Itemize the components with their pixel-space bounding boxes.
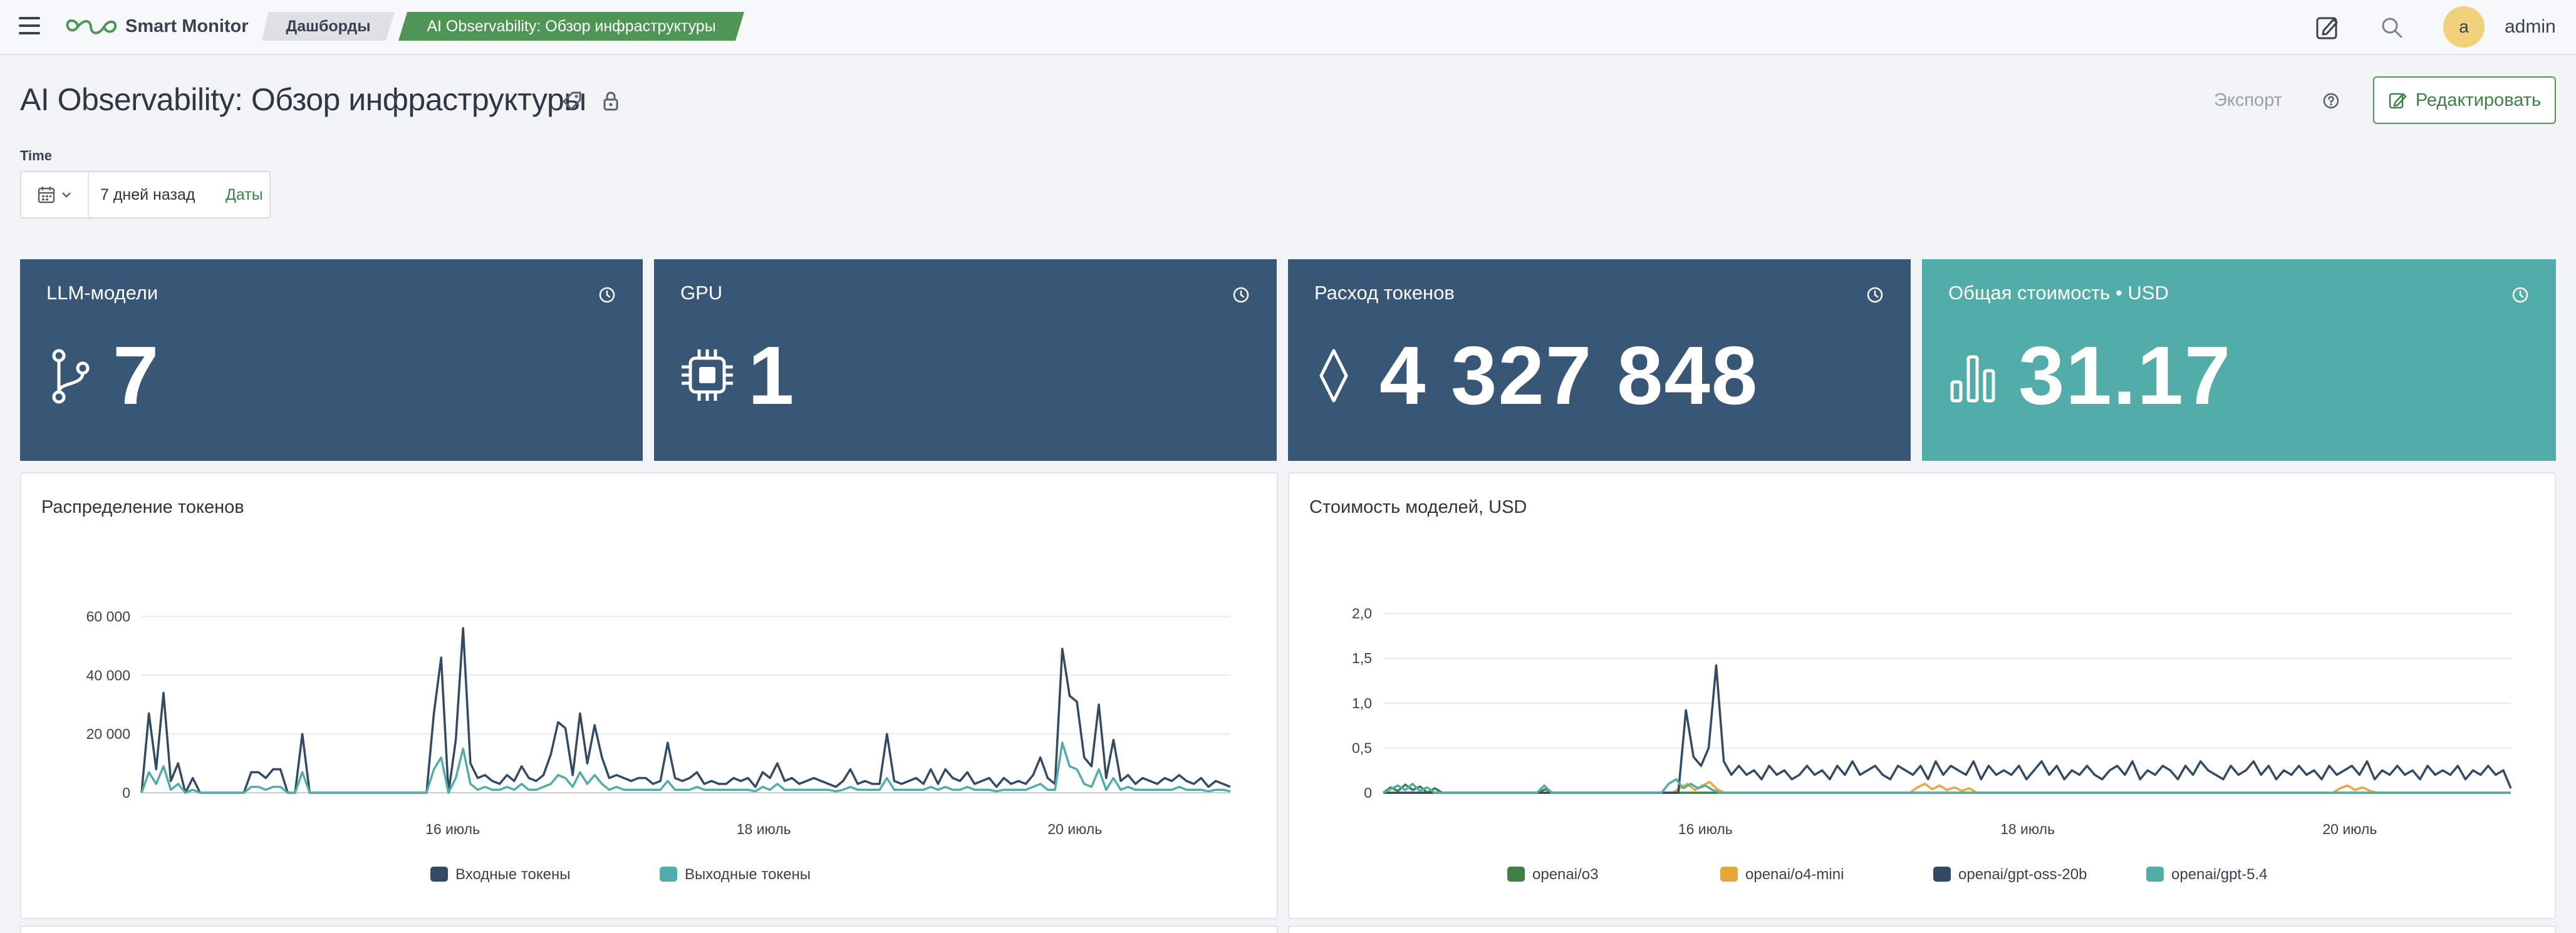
tile-value: 1 [748, 329, 796, 421]
legend-item-1[interactable]: Выходные токены [660, 866, 811, 883]
next-panel-right [1288, 925, 2556, 933]
tile-llm-models[interactable]: LLM-модели 7 [20, 259, 643, 461]
legend-label: openai/o3 [1532, 866, 1598, 883]
next-panel-left [20, 925, 1278, 933]
edit-button[interactable]: Редактировать [2373, 76, 2556, 124]
token-distribution-chart[interactable]: 0 20 000 40 000 60 000 16 июль 18 июль 20 июль… [21, 473, 1279, 920]
legend-item-0[interactable]: Входные токены [430, 866, 571, 883]
tile-value: 31.17 [2018, 329, 2232, 421]
y-tick-label: 1,0 [1352, 695, 1372, 711]
legend-swatch [660, 867, 677, 882]
x-tick-label: 16 июль [425, 821, 480, 837]
y-tick-label: 20 000 [86, 726, 130, 742]
legend-label: openai/gpt-5.4 [2171, 866, 2267, 883]
legend-label: openai/gpt-oss-20b [1958, 866, 2087, 883]
diamond-icon [1319, 349, 1348, 403]
legend-swatch [2146, 867, 2164, 882]
legend-item-3[interactable]: openai/gpt-5.4 [2146, 866, 2267, 883]
series-line-1[interactable] [140, 741, 1231, 794]
series-line-2[interactable] [1383, 664, 2512, 794]
search-icon[interactable] [2378, 14, 2406, 41]
time-range-value[interactable]: 7 дней назад [100, 185, 195, 204]
time-picker: 7 дней назад Даты [20, 171, 271, 219]
legend-swatch [430, 867, 448, 882]
chart-title: Распределение токенов [41, 497, 244, 517]
series-line-0[interactable] [140, 627, 1231, 794]
series-line-3[interactable] [1383, 778, 2511, 794]
x-tick-label: 20 июль [1047, 821, 1102, 837]
export-button[interactable]: Экспорт [2214, 90, 2282, 110]
tag-icon[interactable] [561, 90, 583, 111]
tile-value: 4 327 848 [1379, 329, 1759, 421]
brand-name[interactable]: Smart Monitor [125, 16, 249, 36]
legend-swatch [1933, 867, 1951, 882]
y-tick-label: 0 [1364, 785, 1372, 801]
branch-icon [52, 349, 90, 404]
y-tick-label: 1,5 [1352, 650, 1372, 666]
dates-button[interactable]: Даты [226, 185, 263, 204]
help-icon[interactable] [2322, 91, 2340, 110]
legend-swatch [1720, 867, 1738, 882]
series-line-1[interactable] [1383, 781, 2511, 794]
y-tick-label: 40 000 [86, 667, 130, 683]
y-tick-label: 60 000 [86, 608, 130, 624]
x-tick-label: 16 июль [1678, 821, 1733, 837]
avatar[interactable]: a [2443, 6, 2485, 48]
chevron-down-icon [62, 192, 71, 198]
chip-icon [682, 349, 733, 401]
y-tick-label: 0,5 [1352, 740, 1372, 756]
clock-icon[interactable] [1232, 286, 1250, 304]
tile-value: 7 [113, 329, 160, 421]
clock-icon[interactable] [1866, 286, 1884, 304]
breadcrumb-current-dashboard[interactable]: AI Observability: Обзор инфраструктуры [398, 12, 744, 41]
username[interactable]: admin [2505, 16, 2556, 37]
legend-label: openai/o4-mini [1745, 866, 1844, 883]
page-title: AI Observability: Обзор инфраструктуры [20, 82, 586, 117]
edit-note-icon[interactable] [2314, 14, 2342, 41]
panel-token-distribution: Распределение токенов 0 20 000 40 000 60 00… [20, 472, 1278, 919]
y-tick-label: 2,0 [1352, 606, 1372, 622]
tile-title: GPU [680, 282, 723, 304]
x-tick-label: 18 июль [737, 821, 791, 837]
smart-monitor-logo[interactable] [64, 15, 118, 39]
menu-icon[interactable] [19, 17, 40, 36]
x-tick-label: 18 июль [2000, 821, 2055, 837]
tile-token-usage[interactable]: Расход токенов 4 327 848 [1288, 259, 1911, 461]
pencil-icon [2389, 93, 2407, 109]
tile-title: Расход токенов [1314, 282, 1455, 304]
calendar-dropdown[interactable] [21, 172, 89, 217]
clock-icon[interactable] [2511, 286, 2530, 304]
legend-swatch [1507, 867, 1525, 882]
lock-icon[interactable] [600, 90, 621, 111]
tile-title: LLM-модели [46, 282, 158, 304]
tile-total-cost[interactable]: Общая стоимость • USD 31.17 [1922, 259, 2556, 461]
legend-label: Выходные токены [685, 866, 811, 883]
clock-icon[interactable] [598, 286, 616, 304]
tile-title: Общая стоимость • USD [1948, 282, 2169, 304]
calendar-icon [38, 187, 55, 204]
model-cost-chart[interactable]: 0 0,5 1,0 1,5 2,0 16 июль 18 июль 20 июль openai… [1289, 473, 2557, 920]
top-bar: Smart Monitor Дашборды AI Observability:… [0, 0, 2576, 55]
legend-item-1[interactable]: openai/o4-mini [1720, 866, 1844, 883]
tile-gpu[interactable]: GPU 1 [654, 259, 1277, 461]
chart-title: Стоимость моделей, USD [1309, 497, 1527, 517]
legend-item-0[interactable]: openai/o3 [1507, 866, 1598, 883]
bar-chart-icon [1950, 355, 1995, 403]
panel-model-cost: Стоимость моделей, USD 0 0,5 1,0 1,5 2,0 16 и… [1288, 472, 2556, 919]
legend-label: Входные токены [455, 866, 571, 883]
legend-item-2[interactable]: openai/gpt-oss-20b [1933, 866, 2087, 883]
breadcrumb-dashboards[interactable]: Дашборды [262, 12, 395, 41]
y-tick-label: 0 [122, 785, 130, 801]
x-tick-label: 20 июль [2322, 821, 2377, 837]
time-label: Time [20, 148, 52, 163]
edit-button-label: Редактировать [2415, 90, 2542, 110]
